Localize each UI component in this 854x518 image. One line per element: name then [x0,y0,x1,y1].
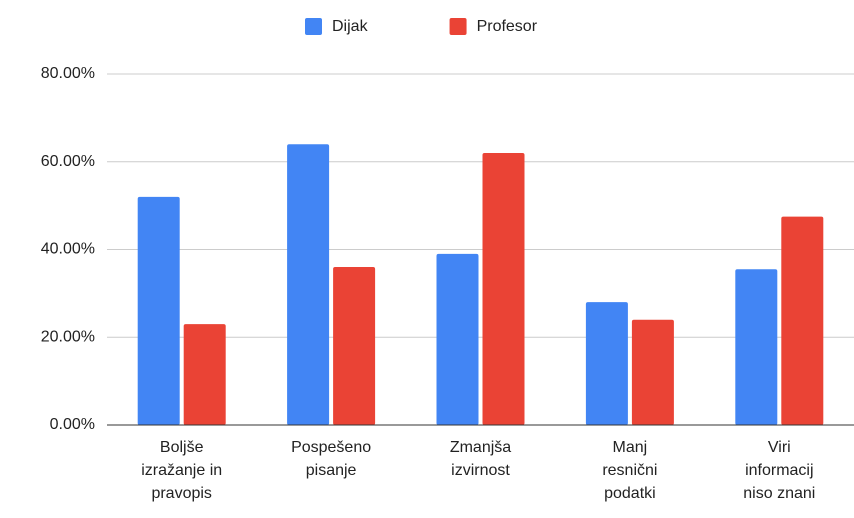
x-tick-line: Pospešeno [291,439,371,456]
x-tick-line: pravopis [151,485,211,502]
y-tick-label: 80.00% [41,65,95,82]
bar [183,324,226,425]
legend-swatch [305,18,322,35]
x-tick-line: izvirnost [451,462,510,479]
y-tick-label: 60.00% [41,153,95,170]
x-tick-line: niso znani [743,485,815,502]
x-tick-line: Boljše [160,439,204,456]
x-tick-label: Boljše izražanje in pravopis [141,439,222,502]
bar [781,216,824,425]
bar [287,144,330,425]
bar [482,152,525,425]
y-tick-label: 20.00% [41,328,95,345]
x-tick-line: pisanje [306,462,357,479]
x-tick-line: resnični [602,462,657,479]
legend-swatch [449,18,467,35]
x-tick-line: podatki [604,485,656,502]
x-tick-line: Manj [613,439,648,456]
x-tick-line: Viri [768,439,791,456]
bar [735,269,778,425]
x-tick-line: izražanje in [141,462,222,479]
x-tick-label: Manj resnični podatki [602,439,657,502]
bar [137,196,180,425]
bar [436,253,479,425]
x-tick-label: Zmanjša izvirnost [450,439,511,479]
bar [333,267,376,425]
x-tick-line: Zmanjša [450,439,511,456]
x-tick-line: informacij [745,462,813,479]
y-tick-label: 40.00% [41,241,95,258]
x-tick-label: Viri informacij niso znani [743,439,815,502]
bar [631,319,674,425]
y-tick-label: 0.00% [50,416,95,433]
legend-label: Dijak [332,18,369,35]
x-tick-label: Pospešeno pisanje [291,439,371,479]
legend-label: Profesor [477,18,538,35]
bar [585,302,628,425]
